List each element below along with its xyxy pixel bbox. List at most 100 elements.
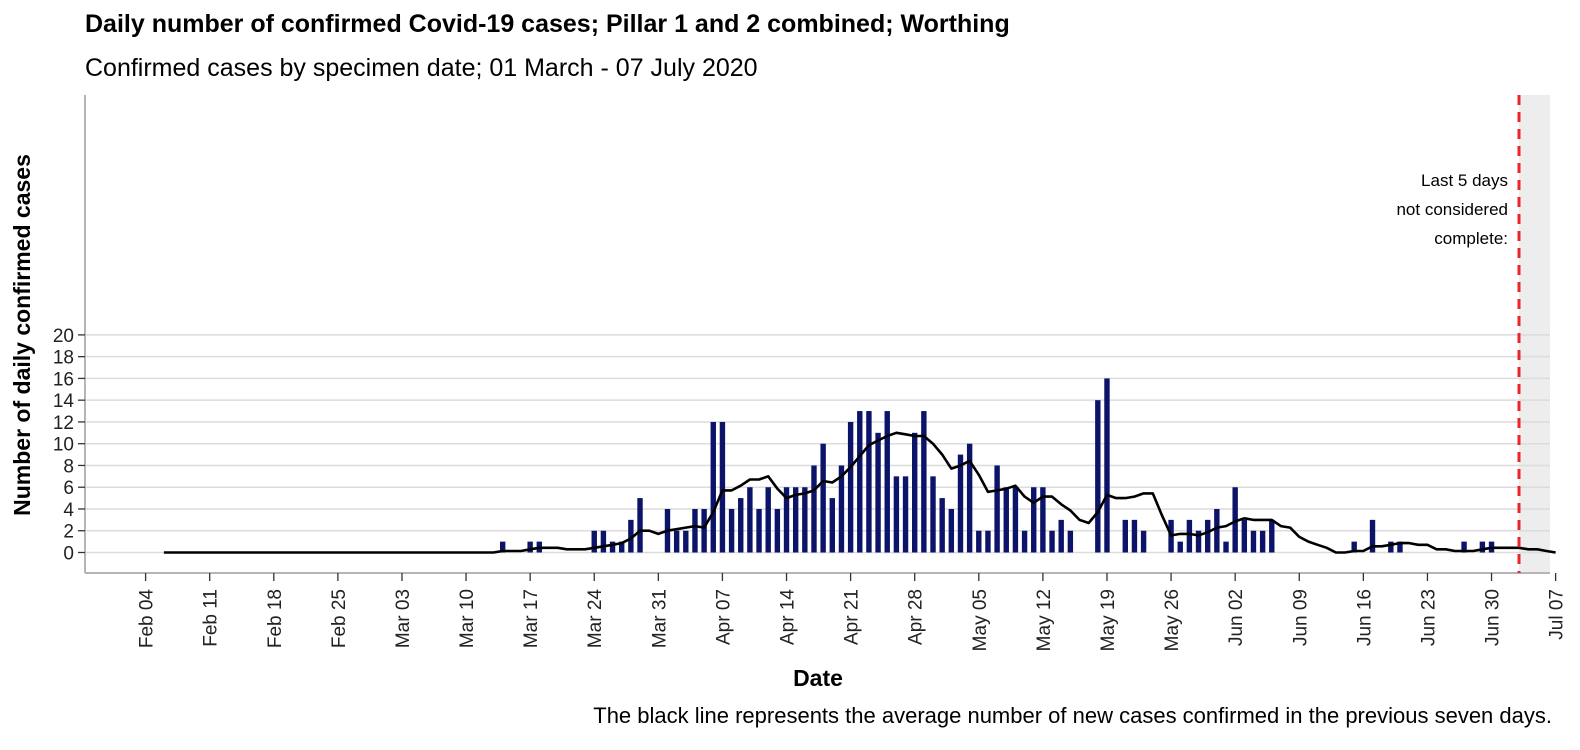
bar-2020-04-21 bbox=[847, 421, 854, 553]
bar-2020-04-22 bbox=[857, 411, 863, 553]
xtick-label-2020-06-16: Jun 16 bbox=[1354, 589, 1375, 646]
xtick-label-2020-05-12: May 12 bbox=[1034, 589, 1055, 651]
annotation-line-0: Last 5 days bbox=[1421, 171, 1508, 190]
bar-2020-03-29 bbox=[637, 498, 643, 553]
xtick-label-2020-02-11: Feb 11 bbox=[201, 589, 222, 647]
bar-2020-04-19 bbox=[829, 498, 835, 553]
xtick-label-2020-05-05: May 05 bbox=[970, 589, 991, 651]
bar-2020-04-02 bbox=[673, 530, 680, 553]
xtick-label-2020-06-09: Jun 09 bbox=[1290, 589, 1311, 646]
ytick-label-16: 16 bbox=[53, 369, 74, 390]
annotation-line-1: not considered bbox=[1396, 200, 1508, 219]
seven-day-average-line bbox=[163, 431, 1556, 554]
bar-2020-04-14 bbox=[783, 487, 790, 553]
bar-2020-04-27 bbox=[902, 476, 909, 553]
chart-subtitle: Confirmed cases by specimen date; 01 Mar… bbox=[85, 54, 758, 82]
bar-2020-03-24 bbox=[591, 530, 597, 553]
bar-2020-03-27 bbox=[619, 541, 625, 553]
bar-2020-03-28 bbox=[628, 519, 634, 553]
bar-2020-06-20 bbox=[1397, 541, 1403, 553]
bar-2020-05-01 bbox=[939, 498, 945, 553]
bar-2020-04-07 bbox=[719, 421, 726, 553]
bar-2020-05-03 bbox=[957, 454, 964, 553]
bar-2020-04-23 bbox=[866, 411, 872, 553]
bar-2020-04-28 bbox=[912, 432, 918, 553]
bar-2020-05-07 bbox=[994, 465, 1000, 553]
bar-2020-05-09 bbox=[1012, 487, 1019, 553]
xtick-label-2020-04-21: Apr 21 bbox=[842, 589, 863, 645]
bar-2020-04-17 bbox=[811, 465, 817, 553]
daily-cases-bars bbox=[499, 378, 1495, 553]
bar-2020-05-29 bbox=[1195, 530, 1202, 553]
bar-2020-05-10 bbox=[1021, 530, 1028, 553]
bar-2020-05-28 bbox=[1186, 519, 1193, 553]
bar-2020-05-13 bbox=[1049, 530, 1055, 553]
ytick-label-10: 10 bbox=[53, 435, 74, 456]
bar-2020-03-14 bbox=[499, 541, 506, 553]
bar-2020-04-29 bbox=[921, 411, 927, 553]
bar-2020-04-26 bbox=[893, 476, 900, 553]
y-axis-label: Number of daily confirmed cases bbox=[9, 154, 35, 516]
bar-2020-05-08 bbox=[1003, 487, 1009, 553]
bar-2020-06-29 bbox=[1479, 541, 1486, 553]
ytick-label-4: 4 bbox=[63, 500, 74, 521]
bar-2020-05-21 bbox=[1122, 519, 1128, 553]
xtick-label-2020-04-14: Apr 14 bbox=[778, 589, 799, 645]
bar-2020-03-26 bbox=[609, 541, 616, 553]
bar-2020-06-05 bbox=[1259, 530, 1266, 553]
xtick-label-2020-05-19: May 19 bbox=[1098, 589, 1119, 651]
xtick-label-2020-03-31: Mar 31 bbox=[649, 589, 670, 648]
bar-2020-05-30 bbox=[1204, 519, 1211, 553]
ytick-label-12: 12 bbox=[53, 413, 74, 434]
xtick-label-2020-03-10: Mar 10 bbox=[457, 589, 478, 648]
xtick-label-2020-04-07: Apr 07 bbox=[713, 589, 734, 645]
bar-2020-05-12 bbox=[1040, 487, 1046, 553]
xtick-label-2020-02-18: Feb 18 bbox=[265, 589, 286, 648]
bar-2020-06-03 bbox=[1241, 519, 1248, 553]
ytick-label-18: 18 bbox=[53, 348, 74, 369]
bar-2020-04-08 bbox=[728, 508, 735, 553]
xtick-label-2020-05-26: May 26 bbox=[1162, 589, 1183, 651]
bar-2020-05-23 bbox=[1140, 530, 1147, 553]
gridlines bbox=[85, 334, 1550, 554]
bar-2020-04-20 bbox=[838, 465, 845, 553]
bar-2020-06-27 bbox=[1461, 541, 1467, 553]
bar-2020-06-17 bbox=[1369, 519, 1376, 553]
bar-2020-05-18 bbox=[1095, 400, 1101, 553]
bar-2020-06-06 bbox=[1269, 519, 1275, 553]
x-axis-ticks: Feb 04 Feb 11 Feb 18 Feb 25 Mar 03 Mar 10 Mar … bbox=[137, 573, 1568, 651]
bar-2020-04-25 bbox=[884, 411, 890, 553]
bar-2020-06-19 bbox=[1388, 541, 1394, 553]
bar-2020-04-30 bbox=[930, 476, 936, 553]
xtick-label-2020-07-07: Jul 07 bbox=[1547, 589, 1568, 640]
bar-2020-03-17 bbox=[527, 541, 533, 553]
bar-2020-04-16 bbox=[802, 487, 808, 553]
incomplete-data-shade bbox=[1519, 95, 1550, 573]
annotation-line-2: complete: bbox=[1434, 229, 1508, 248]
bar-2020-03-25 bbox=[600, 530, 607, 553]
bar-2020-06-01 bbox=[1223, 541, 1229, 553]
bar-2020-06-15 bbox=[1351, 541, 1357, 553]
xtick-label-2020-06-23: Jun 23 bbox=[1418, 589, 1439, 646]
xtick-label-2020-03-03: Mar 03 bbox=[393, 589, 414, 648]
bar-2020-04-15 bbox=[792, 487, 799, 553]
bar-2020-05-02 bbox=[948, 508, 955, 553]
bar-2020-05-05 bbox=[976, 530, 982, 553]
bar-2020-04-05 bbox=[701, 508, 707, 553]
bar-2020-05-27 bbox=[1177, 541, 1183, 553]
bar-2020-04-11 bbox=[756, 508, 762, 553]
bar-2020-06-04 bbox=[1250, 530, 1257, 553]
bar-2020-05-14 bbox=[1058, 519, 1064, 553]
bar-2020-04-10 bbox=[747, 487, 753, 553]
ytick-label-6: 6 bbox=[63, 478, 74, 499]
chart-caption: The black line represents the average nu… bbox=[593, 703, 1552, 728]
xtick-label-2020-06-30: Jun 30 bbox=[1483, 589, 1504, 646]
ytick-label-14: 14 bbox=[53, 391, 75, 412]
bar-2020-04-03 bbox=[683, 530, 689, 553]
bar-2020-04-06 bbox=[710, 421, 716, 553]
bar-2020-04-24 bbox=[875, 432, 881, 553]
ytick-label-0: 0 bbox=[63, 544, 74, 565]
bar-2020-04-12 bbox=[765, 487, 771, 553]
